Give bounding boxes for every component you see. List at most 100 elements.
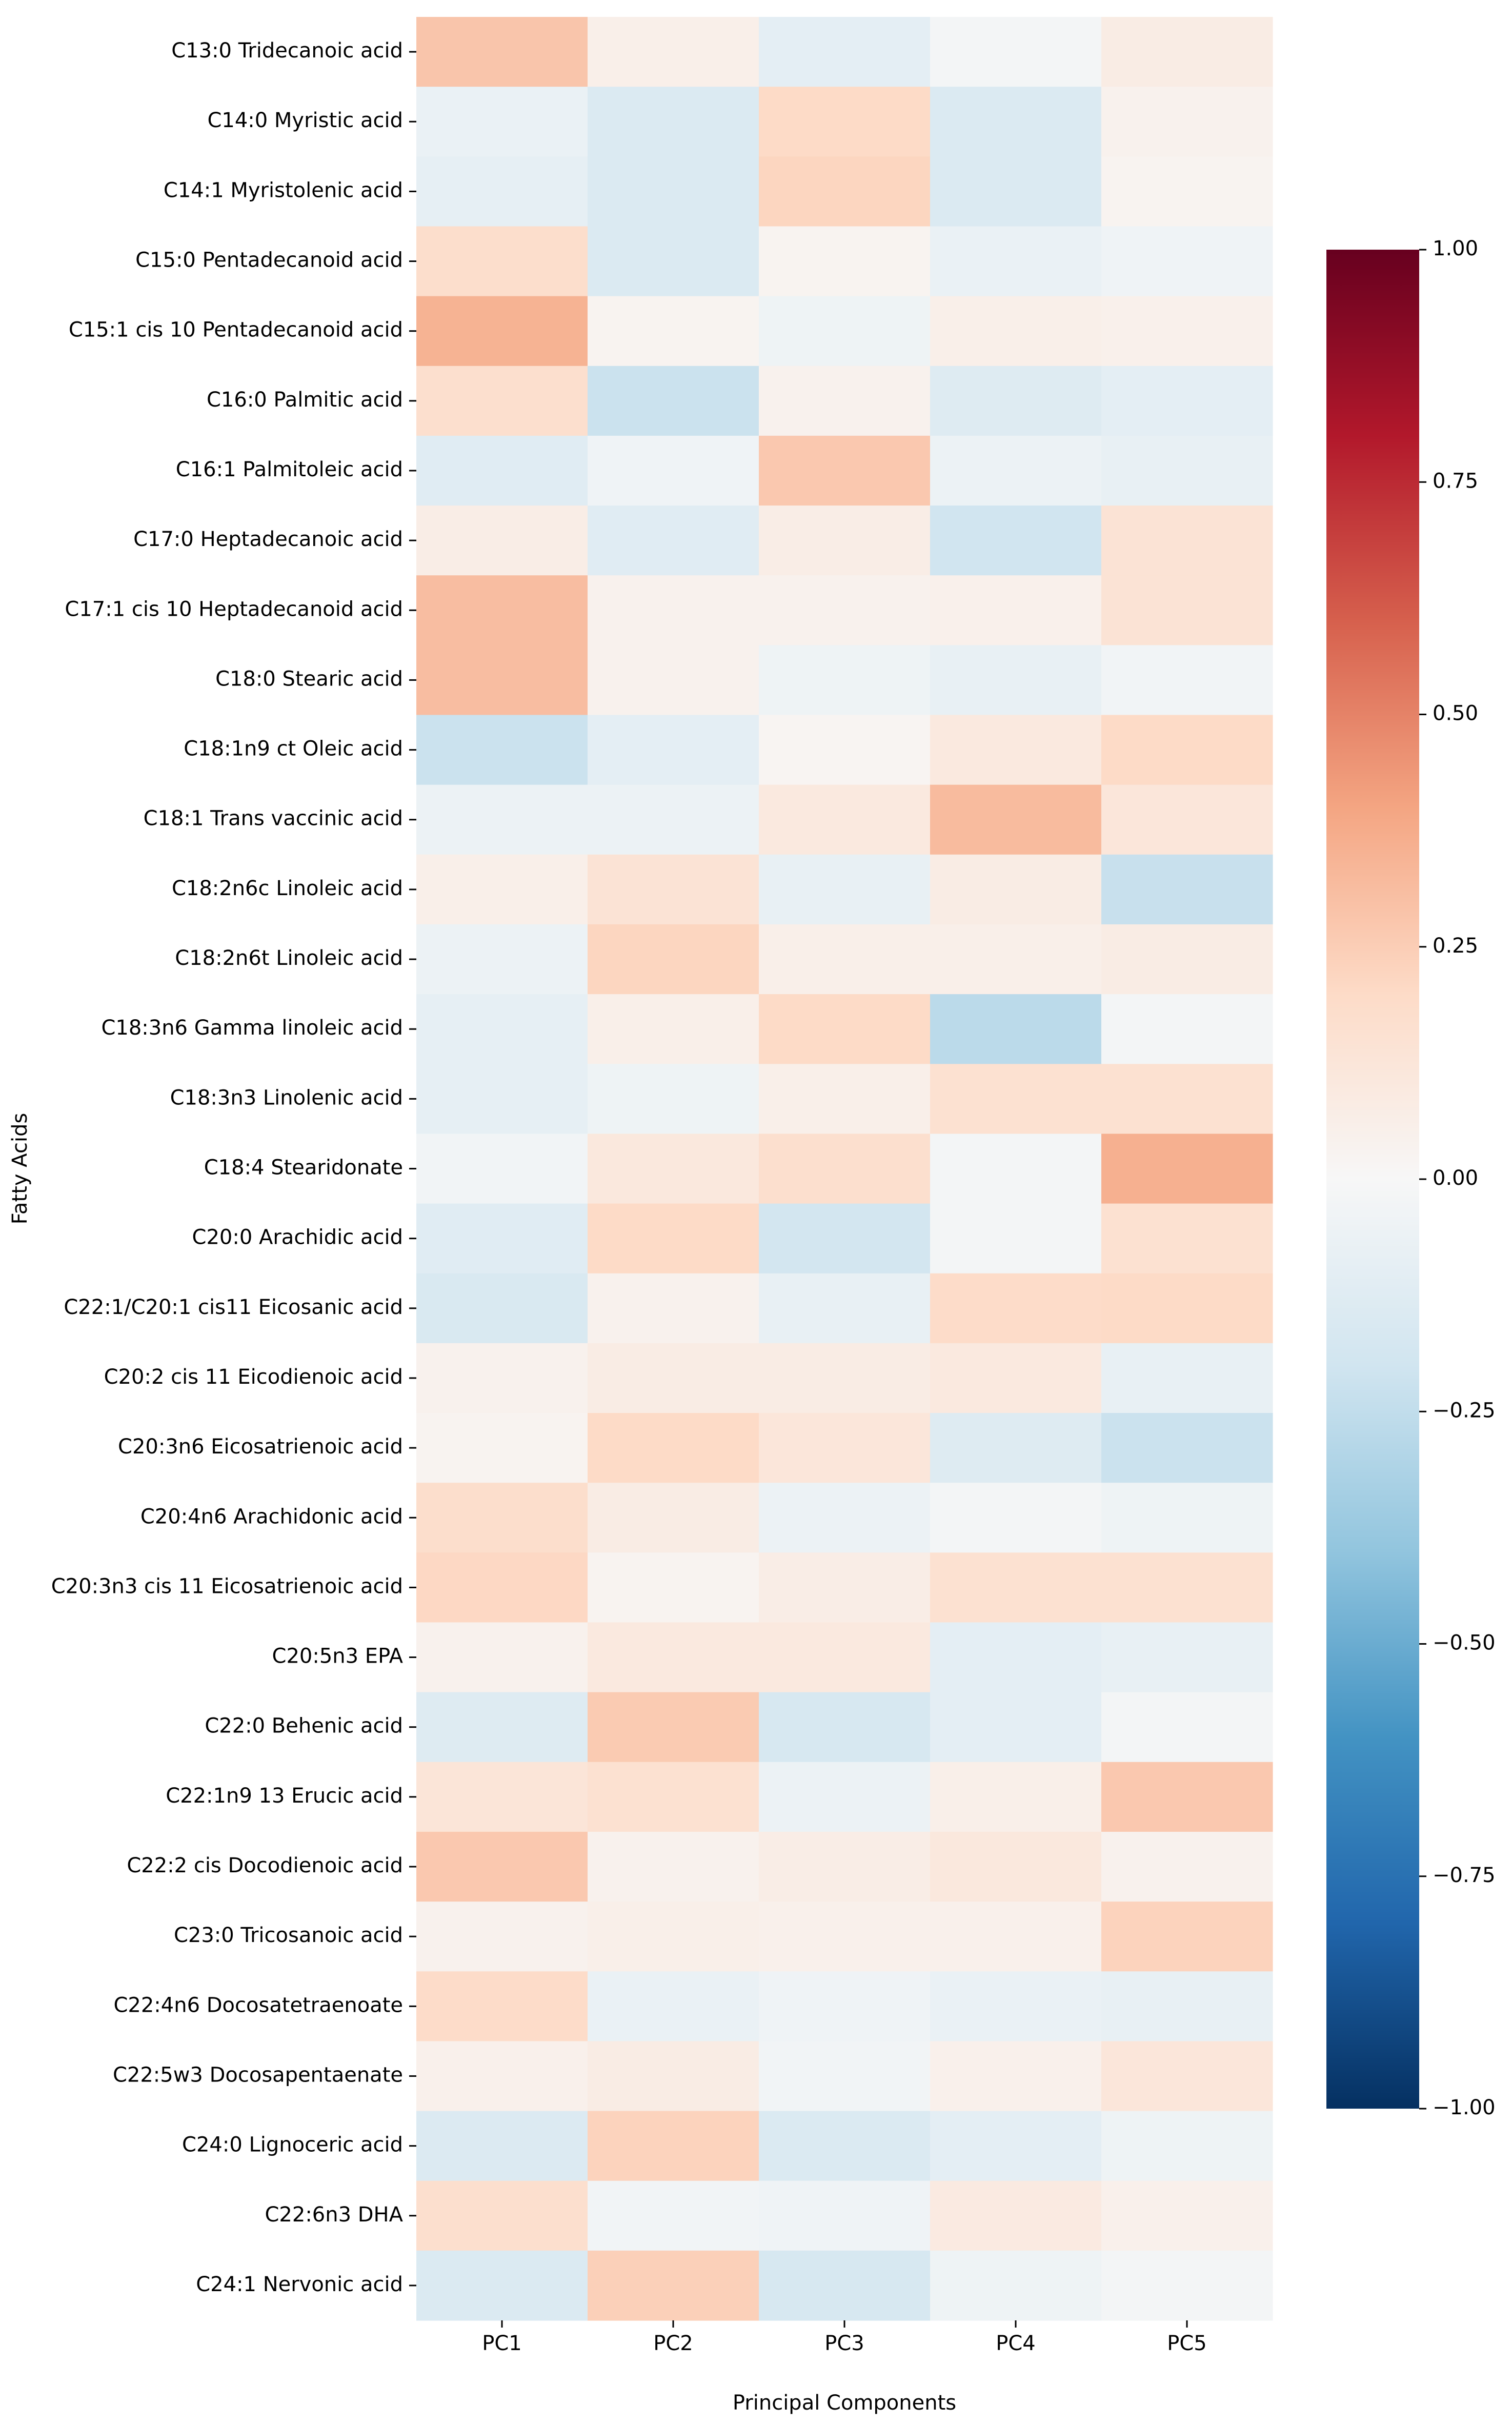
y-tick-label: C20:3n6 Eicosatrienoic acid bbox=[118, 1435, 403, 1459]
heatmap-cell bbox=[588, 784, 759, 855]
heatmap-cell bbox=[416, 1483, 588, 1553]
y-tick-label: C18:2n6c Linoleic acid bbox=[172, 877, 403, 900]
heatmap-cell bbox=[416, 854, 588, 925]
heatmap-cell bbox=[759, 994, 931, 1064]
heatmap-cell bbox=[930, 1413, 1102, 1483]
heatmap-cell bbox=[588, 924, 759, 995]
heatmap-cell bbox=[1101, 784, 1273, 855]
heatmap-cell bbox=[759, 645, 931, 716]
heatmap-cell bbox=[930, 1622, 1102, 1693]
heatmap-cell bbox=[588, 715, 759, 785]
heatmap-cell bbox=[1101, 17, 1273, 87]
y-axis-title: Fatty Acids bbox=[8, 1113, 32, 1225]
heatmap-cell bbox=[588, 226, 759, 297]
y-tick-label: C18:0 Stearic acid bbox=[215, 667, 403, 691]
heatmap-cell bbox=[759, 2180, 931, 2251]
y-tick-label: C15:1 cis 10 Pentadecanoid acid bbox=[69, 318, 403, 342]
heatmap-cell bbox=[588, 366, 759, 436]
y-tick-label: C22:4n6 Docosatetraenoate bbox=[113, 1993, 403, 2017]
y-tick-label: C20:0 Arachidic acid bbox=[192, 1226, 403, 1249]
colorbar: 1.00 0.75 0.50 0.25 0.00 −0.25 −0.50 −0.75 −1.00 bbox=[1326, 237, 1496, 2119]
heatmap-cell bbox=[588, 2180, 759, 2251]
heatmap-cell bbox=[416, 1831, 588, 1902]
heatmap-cell bbox=[1101, 296, 1273, 367]
heatmap-cell bbox=[930, 1831, 1102, 1902]
heatmap-cell bbox=[416, 435, 588, 506]
heatmap-cell bbox=[588, 296, 759, 367]
heatmap-cell bbox=[588, 1273, 759, 1344]
heatmap-cell bbox=[1101, 854, 1273, 925]
y-tick-label: C16:0 Palmitic acid bbox=[207, 388, 403, 412]
heatmap-cell bbox=[588, 1413, 759, 1483]
heatmap-cell bbox=[759, 1483, 931, 1553]
heatmap-cell bbox=[759, 715, 931, 785]
colorbar-tick-label: 1.00 bbox=[1433, 237, 1478, 260]
heatmap-cell bbox=[416, 17, 588, 87]
heatmap-cell bbox=[1101, 2041, 1273, 2112]
heatmap-cell bbox=[1101, 1483, 1273, 1553]
y-tick-label: C16:1 Palmitoleic acid bbox=[176, 458, 403, 481]
heatmap-cell bbox=[1101, 1273, 1273, 1344]
heatmap-cell bbox=[588, 645, 759, 716]
heatmap-cell bbox=[759, 2250, 931, 2321]
heatmap-cell bbox=[416, 156, 588, 227]
heatmap-cell bbox=[759, 854, 931, 925]
heatmap-cell bbox=[930, 2041, 1102, 2112]
heatmap-cell bbox=[930, 854, 1102, 925]
heatmap-cell bbox=[1101, 575, 1273, 645]
heatmap-cell bbox=[416, 1552, 588, 1623]
heatmap-cells bbox=[416, 17, 1273, 2321]
heatmap-cell bbox=[759, 156, 931, 227]
heatmap-cell bbox=[588, 1692, 759, 1763]
heatmap-cell bbox=[416, 1413, 588, 1483]
colorbar-tick-label: −1.00 bbox=[1433, 2096, 1496, 2119]
heatmap-cell bbox=[588, 435, 759, 506]
heatmap-cell bbox=[588, 1203, 759, 1274]
y-tick-label: C24:0 Lignoceric acid bbox=[182, 2133, 403, 2157]
x-axis-title: Principal Components bbox=[733, 2391, 956, 2415]
heatmap-cell bbox=[930, 1902, 1102, 1972]
heatmap-cell bbox=[1101, 506, 1273, 576]
heatmap-cell bbox=[759, 1134, 931, 1204]
heatmap-cell bbox=[930, 1971, 1102, 2041]
heatmap-cell bbox=[930, 575, 1102, 645]
x-tick-label: PC1 bbox=[482, 2332, 522, 2355]
heatmap-cell bbox=[416, 1343, 588, 1413]
heatmap-cell bbox=[416, 506, 588, 576]
heatmap-cell bbox=[416, 1971, 588, 2041]
heatmap-cell bbox=[759, 1971, 931, 2041]
heatmap-cell bbox=[930, 2250, 1102, 2321]
y-tick-label: C18:4 Stearidonate bbox=[204, 1156, 403, 1180]
heatmap-cell bbox=[1101, 1902, 1273, 1972]
heatmap-cell bbox=[416, 994, 588, 1064]
y-tick-label: C22:5w3 Docosapentaenate bbox=[113, 2063, 403, 2087]
heatmap-cell bbox=[930, 1552, 1102, 1623]
heatmap-cell bbox=[930, 1134, 1102, 1204]
heatmap-cell bbox=[416, 784, 588, 855]
heatmap-cell bbox=[416, 2041, 588, 2112]
heatmap-cell bbox=[759, 506, 931, 576]
heatmap-cell bbox=[416, 366, 588, 436]
y-tick-label: C20:3n3 cis 11 Eicosatrienoic acid bbox=[51, 1574, 403, 1598]
y-tick-label: C22:2 cis Docodienoic acid bbox=[127, 1854, 403, 1877]
y-tick-label: C24:1 Nervonic acid bbox=[196, 2273, 403, 2296]
y-tick-label: C20:5n3 EPA bbox=[272, 1645, 404, 1668]
heatmap-cell bbox=[930, 1762, 1102, 1832]
heatmap-cell bbox=[759, 17, 931, 87]
heatmap-cell bbox=[930, 296, 1102, 367]
heatmap-cell bbox=[588, 1971, 759, 2041]
y-tick-label: C22:1/C20:1 cis11 Eicosanic acid bbox=[64, 1296, 403, 1319]
heatmap-cell bbox=[1101, 1134, 1273, 1204]
heatmap-cell bbox=[1101, 226, 1273, 297]
y-tick-label: C22:1n9 13 Erucic acid bbox=[166, 1784, 403, 1808]
heatmap-cell bbox=[759, 296, 931, 367]
heatmap-cell bbox=[416, 1762, 588, 1832]
y-tick-label: C23:0 Tricosanoic acid bbox=[174, 1924, 403, 1947]
colorbar-tick-label: −0.25 bbox=[1433, 1399, 1496, 1422]
heatmap-cell bbox=[1101, 1762, 1273, 1832]
heatmap-cell bbox=[1101, 994, 1273, 1064]
heatmap-cell bbox=[588, 1622, 759, 1693]
heatmap-cell bbox=[930, 924, 1102, 995]
